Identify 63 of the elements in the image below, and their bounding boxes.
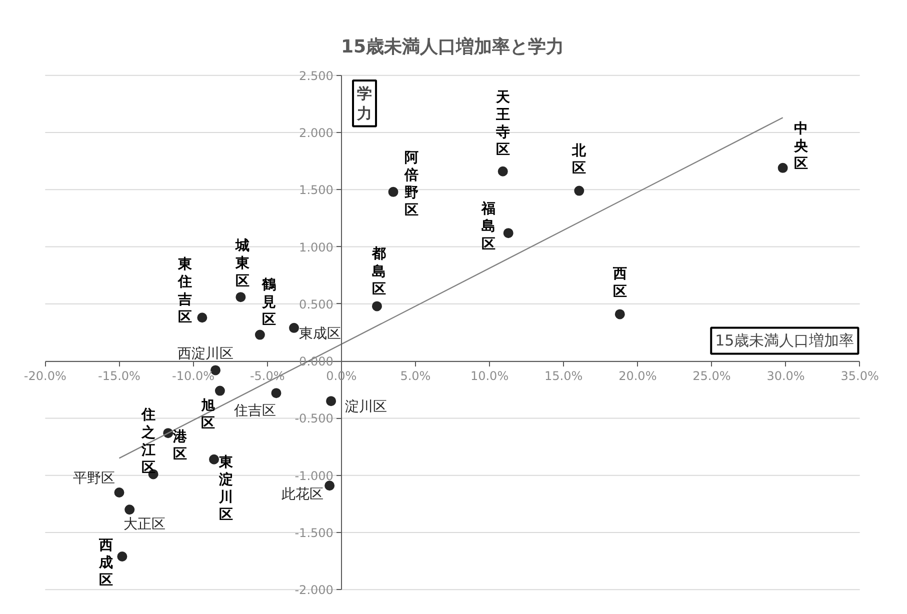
annotation: 西区 bbox=[612, 266, 627, 300]
annotation: 城東区 bbox=[234, 238, 251, 290]
point bbox=[271, 388, 282, 398]
annotation: 大正区 bbox=[124, 516, 166, 533]
y-axis-title: 学力 bbox=[356, 84, 372, 122]
annotation: 鶴見区 bbox=[260, 276, 276, 328]
point bbox=[214, 386, 225, 396]
x-tick-label: 20.0% bbox=[618, 369, 657, 384]
annotation: 住之江区 bbox=[140, 407, 156, 476]
point bbox=[498, 166, 508, 176]
y-tick-label: 1.500 bbox=[299, 183, 334, 198]
x-axis-title: 15歳未満人口増加率 bbox=[715, 332, 854, 350]
point bbox=[326, 396, 336, 406]
annotation: 中央区 bbox=[792, 120, 809, 172]
point bbox=[614, 309, 625, 320]
y-tick-label: -0.500 bbox=[294, 412, 334, 426]
point bbox=[324, 480, 335, 491]
annotation: 福島区 bbox=[480, 200, 496, 252]
annotation: 淀川区 bbox=[345, 399, 388, 416]
x-tick-label: 15.0% bbox=[544, 369, 583, 384]
annotation: 平野区 bbox=[73, 470, 116, 486]
annotation: 西淀川区 bbox=[178, 346, 234, 362]
annotation: 北区 bbox=[571, 142, 588, 176]
point bbox=[503, 228, 514, 238]
annotation: 西成区 bbox=[98, 538, 114, 589]
y-tick-label: -1.500 bbox=[294, 526, 334, 540]
point bbox=[209, 454, 220, 464]
annotation: 天王寺区 bbox=[494, 89, 511, 158]
x-tick-label: 35.0% bbox=[840, 369, 879, 384]
y-tick-label: 0.500 bbox=[299, 297, 334, 312]
point bbox=[124, 504, 135, 515]
point bbox=[289, 322, 300, 333]
point bbox=[574, 186, 584, 196]
annotation: 東成区 bbox=[299, 326, 342, 342]
point bbox=[388, 186, 398, 197]
annotation: 住吉区 bbox=[233, 403, 276, 420]
y-tick-label: 2.500 bbox=[299, 68, 334, 83]
x-tick-label: 25.0% bbox=[692, 369, 731, 384]
annotation: 東住吉区 bbox=[177, 256, 194, 326]
x-tick-label: 10.0% bbox=[470, 369, 509, 384]
y-tick-label: 1.000 bbox=[299, 240, 334, 254]
x-tick-label: -10.0% bbox=[172, 369, 215, 384]
point bbox=[778, 162, 788, 173]
x-tick-label: 30.0% bbox=[766, 369, 805, 384]
annotation: 旭区 bbox=[200, 398, 215, 432]
point bbox=[236, 292, 246, 302]
chart-title: 15歳未満人口増加率と学力 bbox=[340, 36, 564, 58]
point bbox=[197, 312, 208, 323]
x-tick-label: -20.0% bbox=[24, 369, 66, 384]
point bbox=[114, 488, 124, 498]
point bbox=[117, 552, 128, 562]
point bbox=[254, 330, 265, 340]
y-tick-label: -2.000 bbox=[294, 583, 334, 598]
x-tick-label: 5.0% bbox=[400, 369, 431, 384]
x-tick-label: -15.0% bbox=[98, 369, 140, 384]
annotation: 東淀川区 bbox=[218, 454, 234, 524]
y-tick-label: -1.000 bbox=[294, 468, 334, 483]
annotation: 此花区 bbox=[282, 486, 324, 503]
annotation: 阿倍野区 bbox=[403, 150, 418, 219]
annotation: 都島区 bbox=[370, 246, 386, 298]
y-tick-label: 2.000 bbox=[299, 126, 334, 140]
annotation: 港区 bbox=[172, 429, 188, 463]
point bbox=[372, 301, 382, 312]
